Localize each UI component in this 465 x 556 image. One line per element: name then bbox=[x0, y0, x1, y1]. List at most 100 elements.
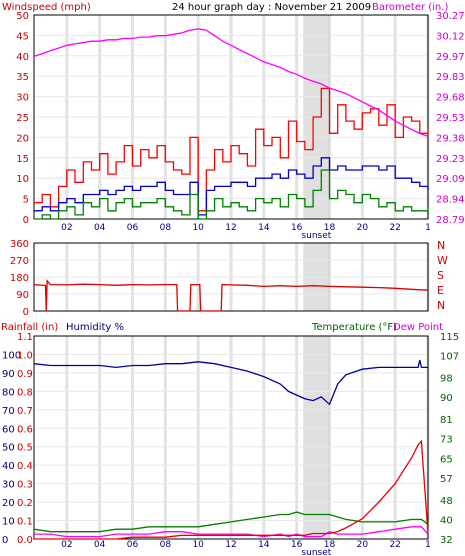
humidity-temperature-rain-panel: 0 10 20 30 40 50 60 70 80 90 100 0.0 0.1 0.2 0.3 0.4 0.5… bbox=[2, 332, 459, 556]
y-right-tick-label: 29.68 bbox=[436, 93, 465, 104]
x-tick-label: 20 bbox=[357, 223, 369, 233]
x-tick-label: 22 bbox=[389, 223, 400, 233]
humidity-tick-label: 70 bbox=[2, 406, 15, 417]
x-tick-label: 06 bbox=[127, 223, 139, 233]
sunset-label: sunset bbox=[301, 231, 331, 241]
temperature-tick-label: 98 bbox=[440, 374, 453, 385]
humidity-tick-label: 40 bbox=[2, 461, 15, 472]
windspeed-axis-label: Windspeed (mph) bbox=[2, 2, 91, 13]
x-tick-label: 02 bbox=[61, 540, 72, 550]
humidity-tick-label: 20 bbox=[2, 498, 15, 509]
x-tick-label: 16 bbox=[291, 223, 303, 233]
temperature-tick-label: 57 bbox=[440, 474, 453, 485]
y-right-tick-label: 28.94 bbox=[436, 195, 465, 206]
y-right-tick-label: 29.23 bbox=[436, 154, 465, 165]
rainfall-tick-label: 0.8 bbox=[17, 387, 33, 398]
rainfall-series bbox=[34, 439, 429, 540]
direction-tick-label: 180 bbox=[10, 273, 29, 284]
humidity-tick-label: 90 bbox=[2, 369, 15, 380]
x-tick-label: 04 bbox=[94, 223, 106, 233]
compass-tick-label: E bbox=[437, 284, 444, 297]
y-right-tick-label: 30.12 bbox=[436, 31, 465, 42]
temperature-series bbox=[33, 511, 429, 533]
direction-tick-label: 90 bbox=[16, 290, 29, 301]
direction-tick-label: 270 bbox=[10, 256, 29, 267]
rainfall-tick-label: 0.6 bbox=[17, 424, 33, 435]
x-tick-label: 18 bbox=[324, 540, 336, 550]
rainfall-tick-label: 0.2 bbox=[17, 498, 33, 509]
y-left-tick-label: 50 bbox=[16, 11, 29, 22]
avg-wind-series bbox=[34, 157, 429, 216]
direction-tick-label: 0 bbox=[23, 307, 29, 318]
barometer-axis-label: Barometer (in.) bbox=[372, 2, 448, 13]
y-left-tick-label: 45 bbox=[16, 31, 29, 42]
y-left-tick-label: 20 bbox=[16, 133, 29, 144]
y-left-tick-label: 0 bbox=[23, 215, 29, 226]
humidity-tick-label: 10 bbox=[2, 517, 15, 528]
y-right-tick-label: 28.79 bbox=[436, 215, 465, 226]
rainfall-tick-label: 1.0 bbox=[17, 350, 33, 361]
x-tick-label: 18 bbox=[324, 223, 336, 233]
x-tick-label: 08 bbox=[160, 223, 172, 233]
y-right-tick-label: 30.27 bbox=[436, 11, 465, 22]
x-tick-label: 10 bbox=[192, 223, 204, 233]
y-left-tick-label: 5 bbox=[23, 195, 29, 206]
compass-tick-label: N bbox=[437, 239, 445, 252]
x-tick-label: 12 bbox=[225, 540, 236, 550]
x-tick-label: 06 bbox=[127, 540, 139, 550]
compass-tick-label: W bbox=[437, 254, 448, 267]
direction-tick-label: 360 bbox=[10, 239, 29, 250]
compass-tick-label: S bbox=[437, 269, 444, 282]
x-tick-label: 14 bbox=[258, 223, 270, 233]
rainfall-tick-label: 0.5 bbox=[17, 443, 33, 454]
x-tick-label: 08 bbox=[160, 540, 172, 550]
rainfall-tick-label: 0.1 bbox=[17, 517, 33, 528]
x-tick-label: 20 bbox=[357, 540, 369, 550]
y-left-tick-label: 15 bbox=[16, 154, 29, 165]
x-tick-label: 22 bbox=[389, 540, 400, 550]
temperature-axis-label: Temperature (°F) bbox=[311, 322, 397, 333]
plot-border bbox=[33, 14, 429, 220]
x-tick-label: 02 bbox=[61, 223, 72, 233]
rainfall-tick-label: 0.3 bbox=[17, 480, 33, 491]
x-tick-label: 14 bbox=[258, 540, 270, 550]
direction-series bbox=[33, 279, 429, 312]
y-right-tick-label: 29.97 bbox=[436, 52, 465, 63]
x-tick-label: 10 bbox=[192, 540, 204, 550]
y-left-tick-label: 30 bbox=[16, 93, 29, 104]
rainfall-axis-label: Rainfall (in) bbox=[1, 322, 58, 333]
temperature-tick-label: 32 bbox=[440, 535, 453, 546]
temperature-tick-label: 115 bbox=[440, 332, 459, 343]
temperature-tick-label: 40 bbox=[440, 515, 453, 526]
barometer-series bbox=[33, 28, 429, 137]
rainfall-tick-label: 0.9 bbox=[17, 369, 33, 380]
compass-tick-label: N bbox=[437, 299, 445, 312]
humidity-tick-label: 100 bbox=[2, 350, 21, 361]
temperature-tick-label: 81 bbox=[440, 415, 453, 426]
low-wind-series bbox=[34, 169, 429, 220]
y-right-tick-label: 29.83 bbox=[436, 72, 465, 83]
humidity-tick-label: 60 bbox=[2, 424, 15, 435]
plot-border bbox=[33, 335, 429, 540]
plot-border bbox=[33, 242, 429, 312]
x-tick-label: 1 bbox=[425, 540, 431, 550]
sunset-label: sunset bbox=[301, 548, 331, 556]
x-tick-label: 04 bbox=[94, 540, 106, 550]
y-right-tick-label: 29.09 bbox=[436, 174, 465, 185]
rainfall-tick-label: 1.1 bbox=[17, 332, 33, 343]
rainfall-tick-label: 0.0 bbox=[17, 535, 33, 546]
sunset-band bbox=[303, 336, 330, 539]
y-left-tick-label: 35 bbox=[16, 72, 29, 83]
wind-barometer-panel: 0 5 10 15 20 25 30 35 40 45 50 28.79 28.94 29.09 29.23… bbox=[16, 11, 464, 241]
temperature-tick-label: 90 bbox=[440, 393, 453, 404]
graph-title: 24 hour graph day : November 21 2009 bbox=[172, 2, 371, 13]
y-right-tick-label: 29.53 bbox=[436, 113, 465, 124]
x-tick-label: 1 bbox=[425, 223, 431, 233]
y-left-tick-label: 25 bbox=[16, 113, 29, 124]
y-left-tick-label: 10 bbox=[16, 174, 29, 185]
temperature-tick-label: 107 bbox=[440, 352, 459, 363]
temperature-tick-label: 65 bbox=[440, 454, 453, 465]
humidity-axis-label: Humidity % bbox=[66, 322, 124, 333]
